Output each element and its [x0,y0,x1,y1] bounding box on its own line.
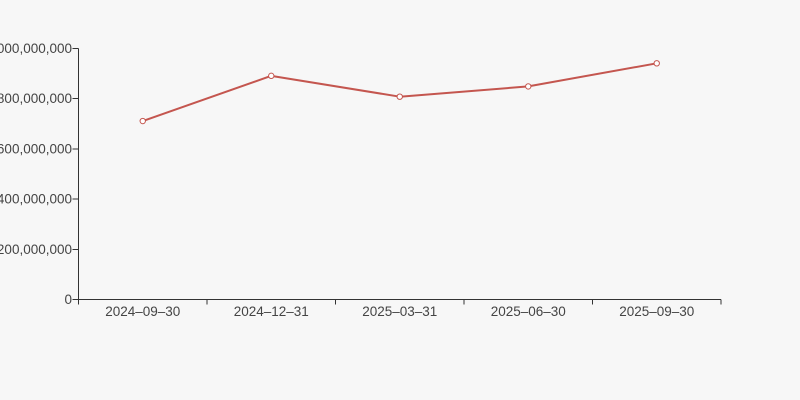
x-axis-label: 2025–03–31 [362,304,437,319]
x-axis-label: 2025–06–30 [491,304,566,319]
x-axis-label: 2024–09–30 [105,304,180,319]
y-axis-label: 200,000,000 [0,242,72,257]
y-axis-label: 600,000,000 [0,141,72,156]
data-point-marker [396,93,403,100]
x-axis-label: 2024–12–31 [234,304,309,319]
data-point-marker [268,72,275,80]
y-axis-label: 1,000,000,000 [0,41,72,56]
series-line [141,62,658,123]
data-point-marker [653,60,660,67]
y-axis-label: 400,000,000 [0,192,72,207]
y-axis-label: 0 [64,292,72,307]
y-axis-label: 800,000,000 [0,91,72,106]
axis-frame [78,48,721,300]
data-point-marker [525,83,532,90]
x-axis-label: 2025–09–30 [619,304,694,319]
data-point-marker [139,117,146,125]
